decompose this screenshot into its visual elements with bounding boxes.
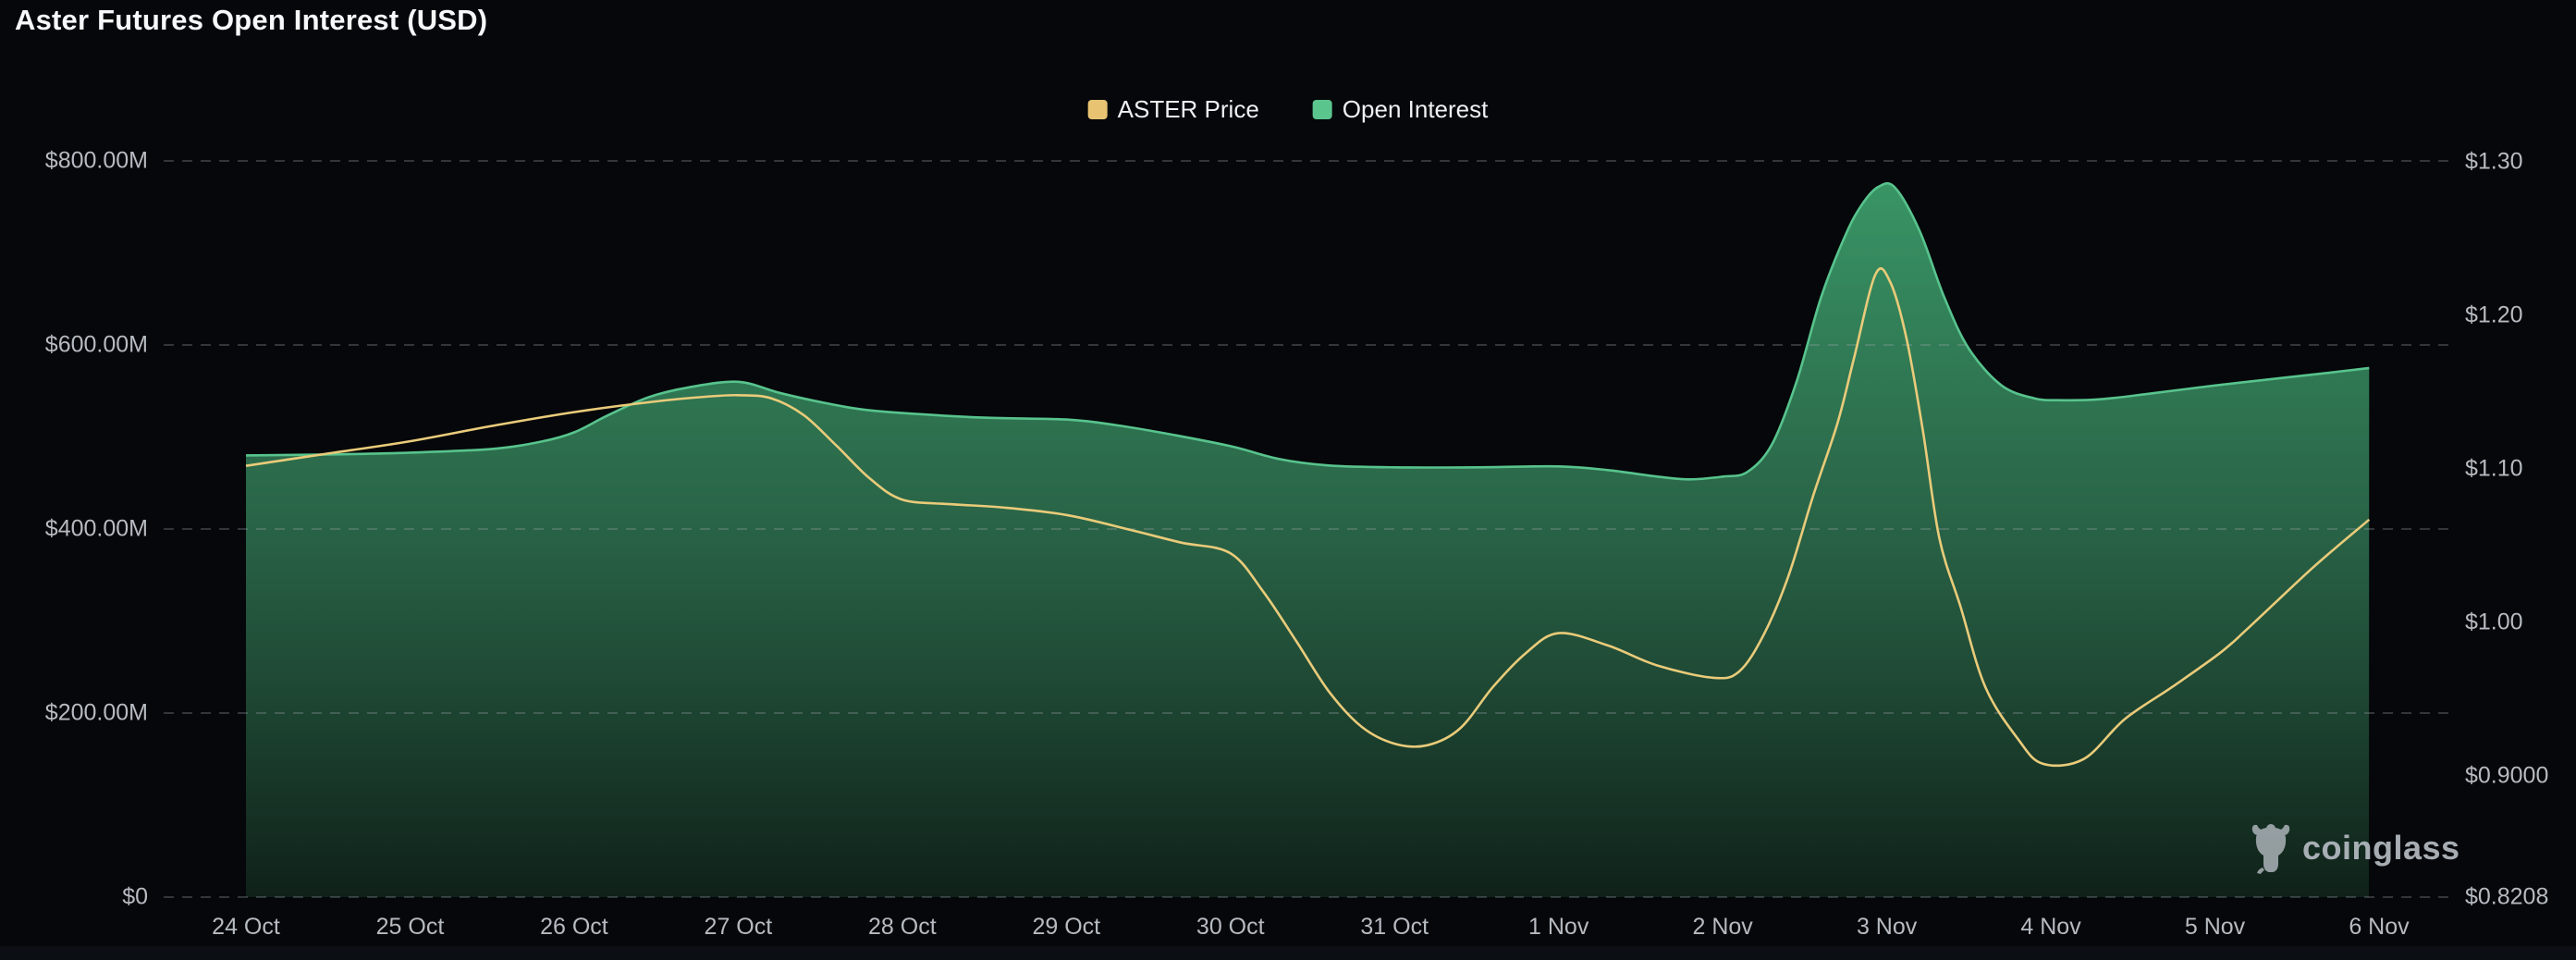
legend: ASTER Price Open Interest xyxy=(1087,95,1489,124)
legend-label-open-interest: Open Interest xyxy=(1342,95,1489,123)
x-axis-tick: 29 Oct xyxy=(1032,914,1101,940)
right-axis-tick: $0.8208 xyxy=(2465,883,2549,910)
legend-item-aster-price[interactable]: ASTER Price xyxy=(1087,95,1259,124)
x-axis-tick: 3 Nov xyxy=(1856,914,1918,940)
x-axis-tick: 2 Nov xyxy=(1692,914,1753,940)
coinglass-logo: coinglass xyxy=(2251,821,2460,875)
x-axis-tick: 4 Nov xyxy=(2020,914,2081,940)
x-axis-tick: 30 Oct xyxy=(1196,914,1265,940)
x-axis-tick: 24 Oct xyxy=(212,914,280,940)
right-axis-tick: $0.9000 xyxy=(2465,762,2549,789)
left-axis-tick: $0 xyxy=(122,883,148,910)
left-axis-tick: $800.00M xyxy=(44,147,148,174)
x-axis-tick: 6 Nov xyxy=(2349,914,2410,940)
legend-item-open-interest[interactable]: Open Interest xyxy=(1312,95,1489,124)
left-axis-tick: $400.00M xyxy=(44,515,148,542)
left-axis-tick: $600.00M xyxy=(44,331,148,358)
x-axis-tick: 5 Nov xyxy=(2184,914,2246,940)
coinglass-bull-icon xyxy=(2251,824,2290,874)
x-axis-tick: 25 Oct xyxy=(375,914,445,940)
right-axis-tick: $1.20 xyxy=(2465,302,2523,328)
x-axis-tick: 1 Nov xyxy=(1528,914,1589,940)
open-interest-area[interactable] xyxy=(246,183,2370,898)
open-interest-swatch-icon xyxy=(1312,100,1332,119)
aster-price-line[interactable] xyxy=(245,266,2371,768)
open-interest-line[interactable] xyxy=(245,181,2370,481)
legend-label-aster-price: ASTER Price xyxy=(1117,95,1259,123)
chart-title: Aster Futures Open Interest (USD) xyxy=(15,4,488,36)
x-axis-tick: 31 Oct xyxy=(1360,914,1429,940)
right-axis-tick: $1.00 xyxy=(2465,609,2523,635)
aster-price-swatch-icon xyxy=(1087,100,1108,119)
x-axis-tick: 28 Oct xyxy=(868,914,937,940)
right-axis-tick: $1.10 xyxy=(2465,455,2523,482)
x-axis-tick: 26 Oct xyxy=(540,914,608,940)
x-axis-tick: 27 Oct xyxy=(704,914,773,940)
right-axis-tick: $1.30 xyxy=(2465,148,2523,175)
left-axis-tick: $200.00M xyxy=(44,699,148,726)
coinglass-logo-text: coinglass xyxy=(2302,829,2460,867)
bottom-strip xyxy=(0,946,2576,960)
